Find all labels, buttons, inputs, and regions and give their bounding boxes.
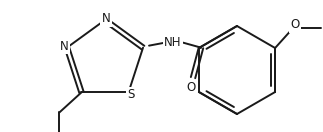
Text: N: N xyxy=(102,13,110,25)
Text: N: N xyxy=(59,40,68,53)
Text: O: O xyxy=(290,18,300,32)
Text: NH: NH xyxy=(164,36,182,49)
Text: S: S xyxy=(127,88,134,101)
Text: O: O xyxy=(186,81,196,94)
